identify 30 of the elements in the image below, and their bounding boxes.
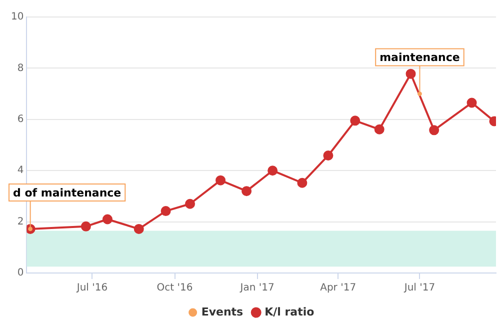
legend-label: Events: [201, 305, 244, 318]
point: [429, 125, 440, 136]
x-tick-label: Apr '17: [320, 282, 356, 294]
y-tick-label: 8: [17, 62, 24, 74]
point: [374, 124, 384, 134]
x-tick-label: Oct '16: [156, 282, 193, 294]
x-tick-label: Jan '17: [239, 282, 274, 294]
point: [216, 175, 226, 186]
point: [297, 178, 308, 188]
point: [350, 116, 360, 126]
legend-label: K/l ratio: [264, 305, 315, 318]
point: [323, 150, 334, 160]
x-tick-label: Jul '17: [403, 282, 436, 294]
y-tick-label: 4: [17, 165, 24, 176]
point: [80, 221, 91, 232]
point: [242, 186, 252, 196]
annotation: d of maintenance: [13, 186, 122, 200]
y-tick-label: 6: [17, 114, 24, 125]
point: [406, 68, 416, 79]
point: [466, 98, 477, 108]
annotation: maintenance: [380, 51, 460, 64]
point: [160, 206, 171, 216]
y-tick-label: 0: [17, 268, 24, 279]
point: [134, 224, 144, 234]
y-tick-label: 2: [17, 216, 24, 228]
x-tick-label: Jul '16: [76, 282, 108, 294]
point: [268, 166, 278, 176]
point: [185, 198, 196, 209]
y-tick-label: 10: [10, 12, 24, 23]
point: [102, 214, 112, 224]
